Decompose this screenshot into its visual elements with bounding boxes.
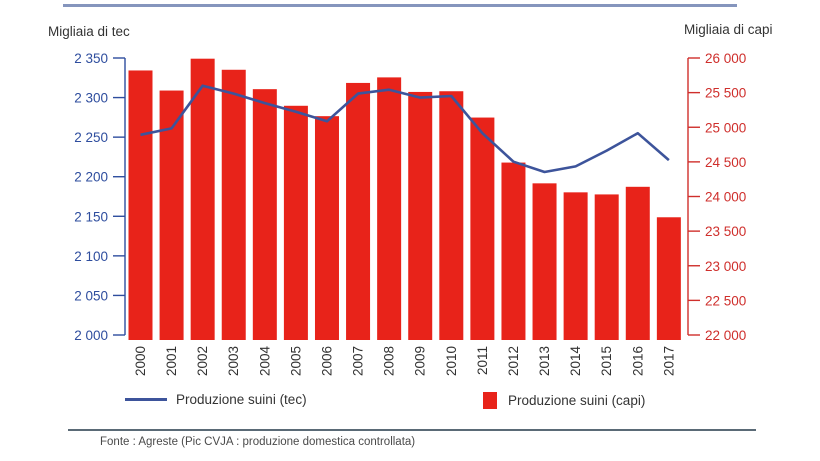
x-axis-label-2003: 2003 (226, 346, 241, 376)
left-axis-tick-label: 2 150 (74, 209, 108, 224)
right-axis-tick-label: 22 000 (705, 328, 746, 343)
legend-item-tec: Produzione suini (tec) (125, 392, 307, 407)
x-axis-label-2011: 2011 (475, 346, 490, 375)
bar-2008 (377, 77, 402, 340)
x-axis-label-2010: 2010 (444, 346, 459, 376)
x-axis-label-2009: 2009 (413, 346, 428, 376)
bar-2017 (656, 217, 681, 340)
bar-2015 (594, 194, 619, 340)
right-axis-tick-label: 25 000 (705, 120, 746, 135)
bar-2012 (501, 162, 526, 340)
left-axis-tick-label: 2 200 (74, 170, 108, 185)
right-axis-tick-label: 23 000 (705, 259, 746, 274)
x-axis-label-2007: 2007 (351, 346, 366, 376)
right-axis-title: Migliaia di capi (684, 22, 773, 37)
x-axis-label-2016: 2016 (630, 346, 645, 376)
right-axis-tick-label: 25 500 (705, 86, 746, 101)
left-axis-tick-label: 2 050 (74, 288, 108, 303)
bar-2005 (283, 105, 308, 340)
right-axis-tick-label: 24 000 (705, 190, 746, 205)
legend-item-capi: Produzione suini (capi) (483, 392, 645, 409)
right-axis-tick-label: 26 000 (705, 51, 746, 66)
right-axis-tick-label: 23 500 (705, 224, 746, 239)
legend-label-capi: Produzione suini (capi) (508, 393, 646, 408)
left-axis-title: Migliaia di tec (48, 24, 130, 39)
bar-2004 (252, 89, 277, 340)
left-axis-tick-label: 2 300 (74, 91, 108, 106)
x-axis-label-2004: 2004 (257, 346, 272, 377)
bar-2014 (563, 192, 588, 340)
top-divider (63, 4, 737, 7)
x-axis-label-2008: 2008 (382, 346, 397, 376)
bar-2002 (190, 58, 215, 340)
x-axis-label-2014: 2014 (568, 346, 583, 377)
bar-2006 (314, 116, 339, 340)
bar-2009 (408, 91, 433, 341)
x-axis-label-2012: 2012 (506, 346, 521, 376)
x-axis-label-2001: 2001 (164, 346, 179, 376)
x-axis-label-2006: 2006 (319, 346, 334, 376)
x-axis-label-2017: 2017 (661, 346, 676, 376)
bar-2001 (159, 90, 184, 340)
pig-production-chart: 2 350 2 300 2 250 2 200 2 150 2 100 2 050 2 000… (74, 51, 746, 377)
left-axis-tick-label: 2 350 (74, 51, 108, 66)
line-swatch-icon (125, 398, 167, 401)
right-axis-tick-label: 24 500 (705, 155, 746, 170)
footer-divider (68, 429, 756, 431)
x-axis-label-2000: 2000 (133, 346, 148, 376)
chart-legend: Produzione suini (tec) Produzione suini … (0, 392, 820, 418)
left-axis-tick-label: 2 100 (74, 249, 108, 264)
x-axis-label-2005: 2005 (288, 346, 303, 376)
left-axis-tick-label: 2 000 (74, 328, 108, 343)
bar-swatch-icon (483, 392, 497, 409)
tec-line (140, 84, 670, 174)
bar-2007 (346, 82, 371, 341)
right-axis-tick-label: 22 500 (705, 293, 746, 308)
bar-2013 (532, 183, 557, 340)
x-axis-label-2013: 2013 (537, 346, 552, 376)
bar-2010 (439, 91, 464, 341)
source-note: Fonte : Agreste (Pic CVJA : produzione d… (100, 436, 416, 448)
x-axis-label-2002: 2002 (195, 346, 210, 376)
legend-label-tec: Produzione suini (tec) (176, 392, 307, 407)
bar-2016 (625, 186, 650, 340)
bar-2011 (470, 117, 495, 341)
left-axis-tick-label: 2 250 (74, 130, 108, 145)
bar-2000 (128, 70, 153, 340)
bar-2003 (221, 69, 246, 341)
x-axis-label-2015: 2015 (599, 346, 614, 376)
